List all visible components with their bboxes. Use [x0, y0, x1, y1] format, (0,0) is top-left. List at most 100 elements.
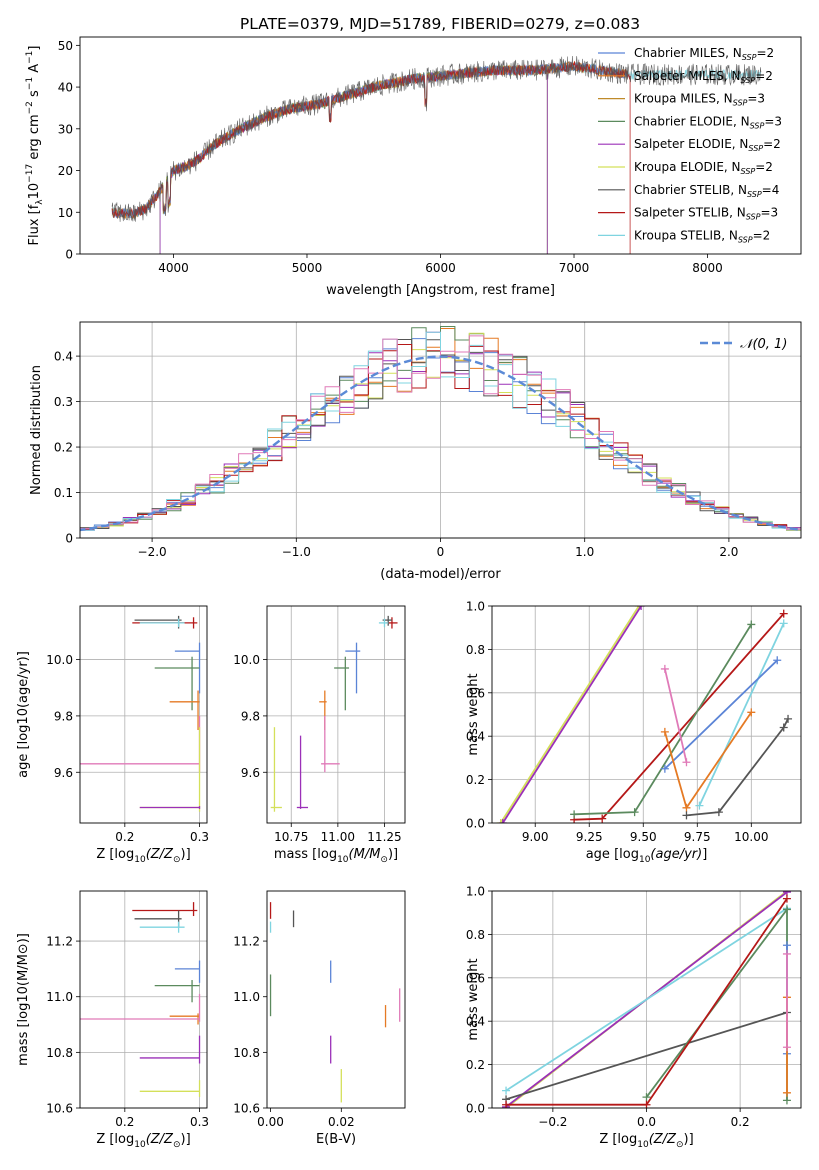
- y-tick-label: 40: [58, 81, 73, 95]
- x-axis-label: age [log10(age/yr)]: [586, 847, 708, 865]
- y-tick-label: 0.6: [466, 686, 485, 700]
- x-tick-label: 11.00: [321, 830, 355, 844]
- figure-title: PLATE=0379, MJD=51789, FIBERID=0279, z=0…: [240, 15, 640, 33]
- x-tick-label: 6000: [425, 261, 456, 275]
- histogram-pink: [80, 335, 801, 530]
- weight-marker-kroupa_stelib: [695, 801, 704, 810]
- weight-marker-chabrier_elodie: [782, 1096, 791, 1105]
- weight-marker-pink: [660, 664, 669, 673]
- weight-marker-pink: [782, 949, 791, 958]
- spectrum-legend: Chabrier MILES, NSSP=2 Salpeter MILES, NS…: [598, 46, 782, 244]
- x-axis-label: Z [log10(Z/Z⊙)]: [96, 1132, 190, 1150]
- x-tick-label: 8000: [692, 261, 723, 275]
- y-tick-label: 0: [65, 532, 73, 546]
- y-tick-label: 10.0: [46, 653, 73, 667]
- y-tick-label: 0.2: [466, 1058, 485, 1072]
- x-tick-label: −2.0: [138, 545, 167, 559]
- weight-marker-kroupa_elodie: [496, 819, 505, 823]
- y-tick-label: 0.2: [466, 773, 485, 787]
- axes-frame: [79, 605, 208, 824]
- x-tick-label: 9.00: [522, 830, 549, 844]
- axes-frame: [491, 605, 802, 824]
- weight-marker-salpeter_stelib: [598, 814, 607, 823]
- plot-area: [80, 615, 201, 812]
- legend-label-salpeter_elodie: Salpeter ELODIE, NSSP=2: [634, 137, 781, 153]
- weight-line-chabrier_stelib: [505, 1011, 788, 1101]
- y-tick-label: 9.8: [241, 709, 260, 723]
- weight-marker-chabrier_miles: [782, 941, 791, 950]
- y-axis-label: Normed distribution: [29, 365, 44, 495]
- y-tick-label: 10.6: [233, 1102, 260, 1116]
- x-tick-label: 9.50: [630, 830, 657, 844]
- y-tick-label: 0.8: [466, 643, 485, 657]
- x-tick-label: 10.75: [274, 830, 308, 844]
- y-axis-label: Flux [fλ10−17 erg cm−2 s−1 A−1]: [25, 46, 45, 246]
- x-tick-label: −1.0: [282, 545, 311, 559]
- x-tick-label: 5000: [292, 261, 323, 275]
- legend-label-kroupa_miles: Kroupa MILES, NSSP=3: [634, 92, 765, 108]
- x-tick-label: 4000: [158, 261, 189, 275]
- weight-marker-salpeter_stelib: [502, 1100, 511, 1108]
- weight-line-kroupa_elodie: [499, 606, 640, 823]
- weight-marker-pink: [682, 758, 691, 767]
- weight-marker-chabrier_elodie: [570, 810, 579, 819]
- y-tick-label: 0.8: [466, 928, 485, 942]
- x-tick-label: 0: [437, 545, 445, 559]
- weight-marker-chabrier_stelib: [779, 723, 788, 732]
- x-tick-label: 0.3: [190, 1115, 209, 1129]
- x-tick-label: 10.00: [734, 830, 768, 844]
- y-tick-label: 20: [58, 164, 73, 178]
- weight-marker-chabrier_miles: [773, 656, 782, 665]
- legend-label-salpeter_stelib: Salpeter STELIB, NSSP=3: [634, 206, 778, 222]
- x-axis-label: (data-model)/error: [380, 567, 501, 582]
- y-tick-label: 0.0: [466, 817, 485, 831]
- plot-area: [269, 902, 401, 1103]
- weight-marker-salpeter_stelib: [642, 1100, 651, 1108]
- x-tick-label: 0.00: [257, 1115, 284, 1129]
- y-tick-label: 11.2: [46, 935, 73, 949]
- weight-marker-chabrier_miles: [660, 764, 669, 773]
- y-tick-label: 0.4: [466, 1015, 485, 1029]
- legend-label-chabrier_elodie: Chabrier ELODIE, NSSP=3: [634, 114, 782, 130]
- mass-vs-metallicity-panel: 0.2 0.3 10.6 10.8 11.0 11.2 Z [log10(Z/Z⊙)] mas…: [16, 890, 209, 1150]
- axes-frame: [266, 890, 406, 1109]
- weight-marker-chabrier_elodie: [782, 905, 791, 914]
- x-tick-label: 0.2: [115, 830, 134, 844]
- y-axis-label: mass [log10(M/M⊙)]: [16, 933, 31, 1066]
- weight-marker-kroupa_stelib: [779, 619, 788, 628]
- x-axis-label: mass [log10(M/M⊙)]: [274, 847, 398, 865]
- y-tick-label: 11.0: [46, 990, 73, 1004]
- y-tick-label: 0.0: [466, 1102, 485, 1116]
- y-tick-label: 1.0: [466, 600, 485, 614]
- y-tick-label: 0.4: [54, 350, 73, 364]
- x-tick-label: 0.3: [190, 830, 209, 844]
- y-tick-label: 10.8: [46, 1046, 73, 1060]
- y-tick-label: 10: [58, 206, 73, 220]
- gaussian-curve: [80, 355, 801, 532]
- plot-area: [270, 615, 398, 812]
- legend-label-chabrier_stelib: Chabrier STELIB, NSSP=4: [634, 183, 779, 199]
- weight-marker-kroupa_stelib: [502, 1086, 511, 1095]
- x-tick-label: 1.0: [575, 545, 594, 559]
- weight-marker-salpeter_miles: [782, 1088, 791, 1097]
- x-tick-label: 2.0: [719, 545, 738, 559]
- x-tick-label: 0.0: [637, 1115, 656, 1129]
- x-tick-label: 0.2: [731, 1115, 750, 1129]
- weight-line-kroupa_stelib: [698, 623, 785, 806]
- weight-marker-salpeter_elodie: [498, 819, 507, 823]
- y-tick-label: 0.6: [466, 971, 485, 985]
- age-vs-metallicity-panel: 0.2 0.3 9.6 9.8 10.0 Z [log10(Z/Z⊙)] age [log1…: [16, 605, 209, 865]
- weight-marker-salpeter_miles: [682, 803, 691, 812]
- axes-frame: [79, 36, 802, 255]
- weight-marker-chabrier_elodie: [630, 808, 639, 817]
- weight-marker-salpeter_miles: [747, 708, 756, 717]
- plot-area: [111, 55, 762, 254]
- weight-marker-chabrier_stelib: [784, 714, 793, 723]
- legend-label-chabrier_miles: Chabrier MILES, NSSP=2: [634, 46, 774, 62]
- x-tick-label: 0.02: [328, 1115, 355, 1129]
- weight-marker-chabrier_elodie: [747, 620, 756, 629]
- x-tick-label: 0.2: [115, 1115, 134, 1129]
- weight-marker-chabrier_stelib: [682, 811, 691, 820]
